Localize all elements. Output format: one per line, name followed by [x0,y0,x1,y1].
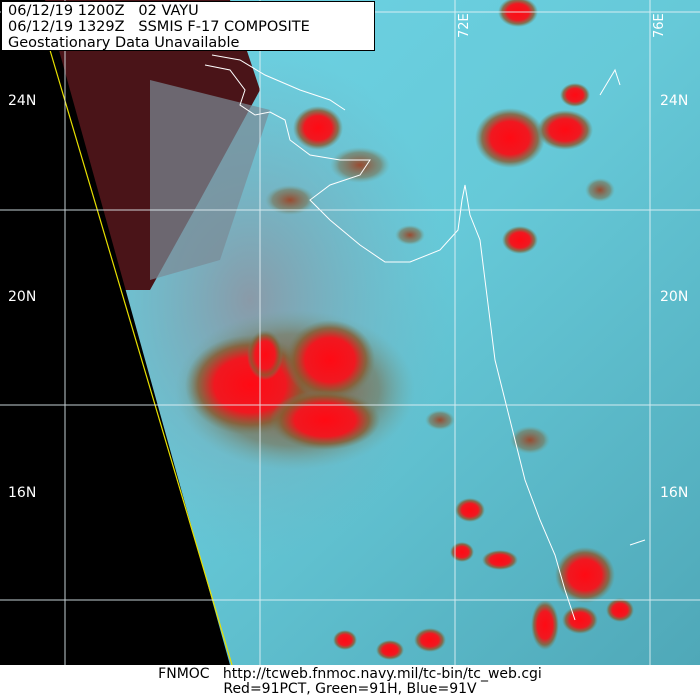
coastline [204,54,646,621]
footer-source: FNMOC http://tcweb.fnmoc.navy.mil/tc-bin… [158,666,542,682]
lat-label-16n-right: 16N [660,485,689,501]
header-status-line: Geostationary Data Unavailable [8,35,240,51]
image-header: 06/12/19 1200Z 02 VAYU 06/12/19 1329Z SS… [1,1,375,51]
swath-edge-line [46,39,233,665]
header-storm-line: 06/12/19 1200Z 02 VAYU [8,3,199,19]
no-data-swath [0,0,230,665]
lat-label-24n-left: 24N [8,93,37,109]
satellite-composite-map [0,0,700,665]
footer-channel-legend: Red=91PCT, Green=91H, Blue=91V [223,681,477,697]
lat-label-16n-left: 16N [8,485,37,501]
convection-cells [175,0,634,660]
lon-label-76e: 76E [652,13,667,38]
header-sensor-line: 06/12/19 1329Z SSMIS F-17 COMPOSITE [8,19,310,35]
lat-label-20n-right: 20N [660,289,689,305]
lat-label-24n-right: 24N [660,93,689,109]
lon-label-72e: 72E [457,13,472,38]
lat-label-20n-left: 20N [8,289,37,305]
